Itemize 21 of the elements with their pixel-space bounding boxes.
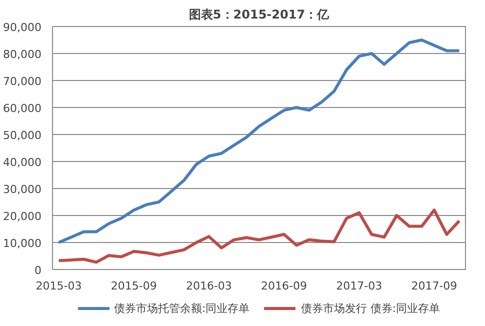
y-tick-label: 10,000 [3,237,42,250]
y-tick-label: 0 [34,264,42,277]
line-series [57,38,461,244]
legend-label: 债券市场发行 债券:同业存单 [300,300,440,316]
legend-label: 债券市场托管余额:同业存单 [114,300,250,316]
y-tick-label: 20,000 [3,210,42,223]
x-tick-label: 2017-03 [336,280,382,292]
y-tick-label: 90,000 [3,21,42,34]
x-tick-label: 2015-03 [36,280,82,292]
y-tick-label: 30,000 [3,183,42,196]
y-tick-label: 40,000 [3,156,42,169]
x-tick-label: 2016-09 [261,280,308,292]
y-tick-label: 70,000 [3,75,42,88]
line-series [57,208,461,264]
x-tick-label: 2017-09 [411,280,458,292]
y-tick-label: 50,000 [3,129,42,142]
chart-title: 图表5：2015-2017：亿 [188,8,330,22]
y-tick-label: 80,000 [3,48,42,61]
y-tick-label: 60,000 [3,102,42,115]
x-tick-label: 2016-03 [186,280,232,292]
x-tick-label: 2015-09 [110,280,157,292]
